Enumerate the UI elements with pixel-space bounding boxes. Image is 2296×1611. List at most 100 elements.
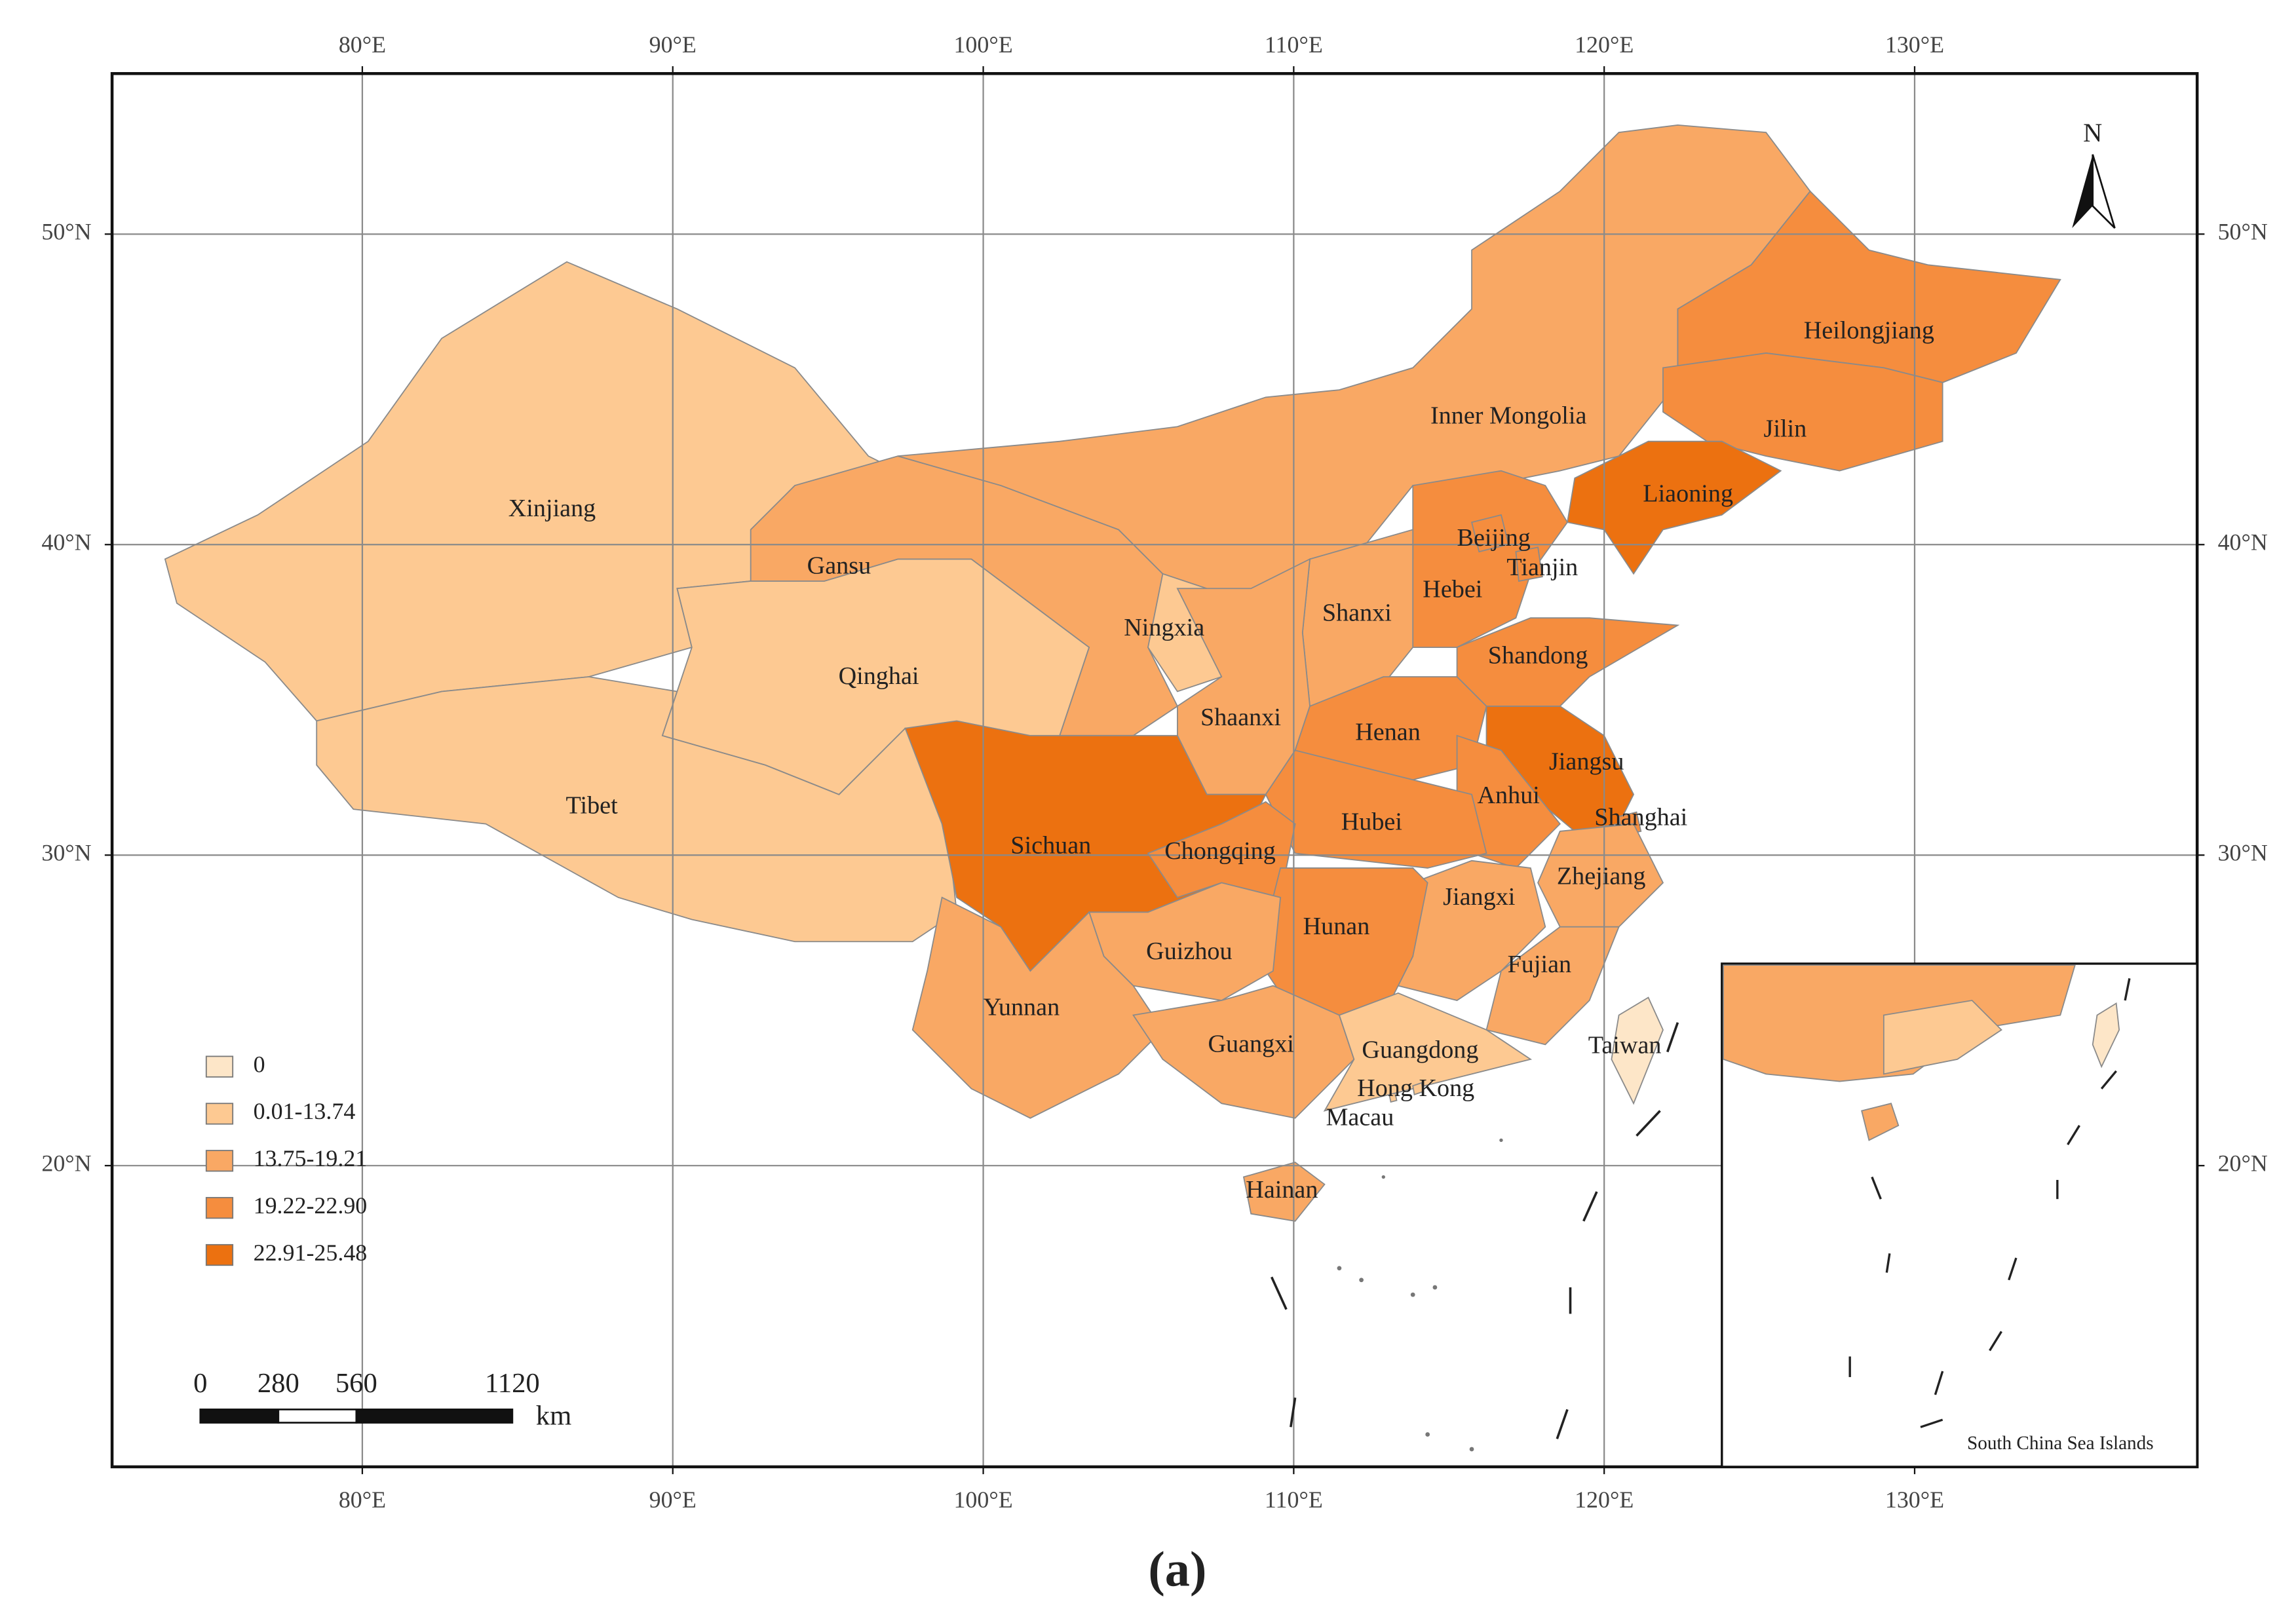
y-tick-label: 20°N <box>2218 1150 2268 1176</box>
province-label: Chongqing <box>1164 837 1276 865</box>
legend-swatch <box>205 1055 234 1078</box>
north-arrow: N <box>2072 118 2116 229</box>
x-tick-label: 130°E <box>1885 1487 1944 1513</box>
province-label: Anhui <box>1477 782 1539 809</box>
y-tick-label: 50°N <box>2218 219 2268 245</box>
province-label: Tibet <box>566 792 619 820</box>
y-tick-label: 20°N <box>41 1150 91 1176</box>
y-tick-label: 40°N <box>2218 529 2268 556</box>
province <box>1662 352 1943 472</box>
province <box>1388 1092 1398 1103</box>
y-tick-label: 30°N <box>2218 839 2268 865</box>
province-label: Liaoning <box>1643 480 1733 508</box>
province-label: Shanghai <box>1594 804 1687 831</box>
province-label: Hubei <box>1341 808 1402 835</box>
province-label: Macau <box>1326 1104 1394 1131</box>
province-label: Heilongjiang <box>1804 316 1934 344</box>
x-tick-label: 90°E <box>649 31 697 58</box>
legend-label: 0.01-13.74 <box>254 1098 356 1124</box>
province-label: Beijing <box>1457 524 1531 552</box>
province-label: Gansu <box>807 552 871 580</box>
north-arrow-right <box>2092 154 2116 229</box>
x-tick-label: 110°E <box>1265 1487 1323 1513</box>
legend-label: 0 <box>254 1051 265 1077</box>
map-frame <box>110 72 2199 1469</box>
legend: 0 0.01-13.74 13.75-19.21 19.22-22.90 22.91-2… <box>205 1051 368 1266</box>
province-label: Fujian <box>1508 951 1572 978</box>
province-label: Shandong <box>1488 642 1588 670</box>
scale-segment <box>355 1408 514 1424</box>
x-tick-label: 90°E <box>649 1487 697 1513</box>
x-tick-label: 120°E <box>1575 31 1634 58</box>
provinces <box>164 124 2061 1222</box>
province-label: Zhejiang <box>1557 862 1646 890</box>
province-label: Hebei <box>1423 576 1482 603</box>
province-label: Shaanxi <box>1200 704 1281 731</box>
province-label: Sichuan <box>1010 831 1091 859</box>
province-label: Hong Kong <box>1357 1074 1474 1102</box>
province <box>1323 992 1533 1112</box>
x-tick-label: 80°E <box>339 31 386 58</box>
province-label: Guangdong <box>1362 1036 1478 1063</box>
inset: South China Sea Islands <box>1721 962 2198 1468</box>
province <box>1566 440 1782 575</box>
province-label: Yunnan <box>984 993 1060 1021</box>
y-tick-label: 40°N <box>41 529 91 556</box>
province-label: Hainan <box>1246 1176 1318 1204</box>
province-label: Taiwan <box>1588 1032 1662 1059</box>
province-label: Ningxia <box>1124 614 1204 641</box>
province-label: Xinjiang <box>508 495 596 522</box>
province-label: Jiangsu <box>1549 748 1624 775</box>
north-label: N <box>2083 118 2102 147</box>
scale-label: 280 <box>258 1368 299 1399</box>
province-label: Jiangxi <box>1443 883 1515 911</box>
legend-label: 19.22-22.90 <box>254 1192 368 1219</box>
inset-land <box>2092 1002 2120 1069</box>
inset-land <box>1861 1103 1900 1141</box>
scale-segment <box>199 1408 280 1424</box>
province <box>1611 996 1664 1105</box>
province <box>1147 801 1296 898</box>
province <box>1515 546 1543 582</box>
province <box>1412 1082 1424 1095</box>
province <box>1242 1162 1326 1222</box>
x-tick-label: 80°E <box>339 1487 386 1513</box>
scale-segment <box>277 1408 358 1424</box>
scale-label: 560 <box>335 1368 377 1399</box>
province-label: Inner Mongolia <box>1430 402 1586 430</box>
province-labels: Xinjiang Tibet Qinghai Gansu Inner Mongolia H… <box>508 316 1934 1203</box>
x-tick-label: 100°E <box>953 1487 1012 1513</box>
province-label: Shanxi <box>1322 599 1392 626</box>
sea-boundary <box>1271 1022 1679 1439</box>
islands <box>1337 1138 1503 1452</box>
inset-land <box>1883 1000 2002 1075</box>
legend-swatch <box>205 1197 234 1219</box>
province-label: Guizhou <box>1146 938 1232 965</box>
caption: (a) <box>1148 1541 1206 1597</box>
province-label: Tianjin <box>1506 554 1578 581</box>
legend-label: 22.91-25.48 <box>254 1240 368 1266</box>
scale-unit: km <box>536 1401 572 1431</box>
inset-boundary <box>1848 978 2131 1428</box>
x-tick-label: 100°E <box>953 31 1012 58</box>
x-tick-label: 110°E <box>1265 31 1323 58</box>
legend-label: 13.75-19.21 <box>254 1145 368 1171</box>
inset-label: South China Sea Islands <box>1967 1433 2154 1454</box>
scale-label: 0 <box>193 1368 207 1399</box>
legend-swatch <box>205 1150 234 1172</box>
x-tick-label: 120°E <box>1575 1487 1634 1513</box>
y-tick-label: 30°N <box>41 839 91 865</box>
y-tick-label: 50°N <box>41 219 91 245</box>
north-arrow-left <box>2072 154 2093 229</box>
province-label: Qinghai <box>839 662 919 690</box>
x-tick-label: 130°E <box>1885 31 1944 58</box>
legend-swatch <box>205 1243 234 1266</box>
province-label: Guangxi <box>1208 1030 1293 1057</box>
scale-label: 1120 <box>485 1368 540 1399</box>
legend-swatch <box>205 1103 234 1125</box>
province-label: Jilin <box>1764 415 1807 443</box>
province-label: Henan <box>1355 718 1421 746</box>
